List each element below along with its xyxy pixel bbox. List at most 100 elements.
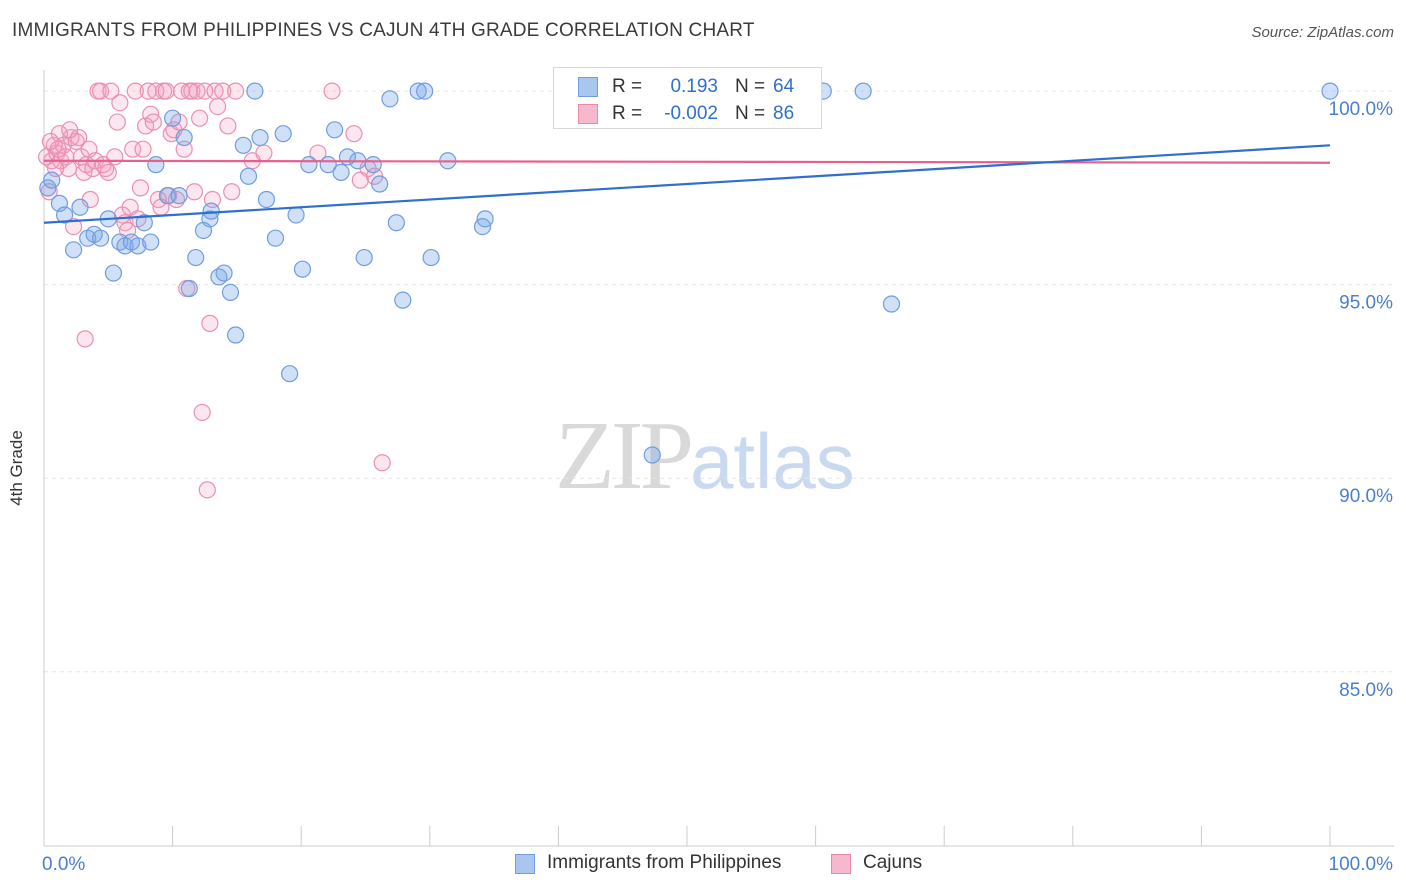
data-point-cajuns: [223, 183, 241, 201]
data-point-philippines: [91, 229, 110, 247]
data-point-philippines: [409, 82, 427, 100]
legend-swatch-philippines: [578, 77, 598, 97]
x-tick-label: 0.0%: [42, 854, 85, 875]
data-point-philippines: [394, 291, 412, 309]
legend-r-label: R =: [612, 103, 643, 124]
legend-n-value: 64: [773, 76, 795, 97]
data-point-philippines: [643, 446, 661, 464]
data-point-philippines: [180, 279, 198, 298]
data-point-cajuns: [227, 82, 245, 100]
data-point-cajuns: [99, 163, 117, 181]
data-point-philippines: [55, 206, 74, 224]
data-point-cajuns: [126, 82, 144, 100]
data-point-cajuns: [111, 94, 129, 112]
data-point-philippines: [164, 109, 182, 127]
data-point-cajuns: [198, 481, 216, 499]
data-point-philippines: [274, 125, 292, 143]
data-point-cajuns: [76, 330, 94, 348]
data-point-philippines: [135, 214, 153, 232]
data-point-cajuns: [323, 82, 341, 100]
data-point-philippines: [476, 210, 494, 228]
y-tick-label: 90.0%: [1339, 486, 1393, 507]
legend-n-label: N =: [735, 76, 766, 97]
data-point-philippines: [300, 156, 318, 174]
watermark-atlas: atlas: [690, 417, 855, 505]
data-point-cajuns: [209, 97, 227, 116]
data-point-philippines: [387, 214, 405, 232]
data-point-philippines: [215, 264, 233, 282]
data-point-cajuns: [175, 140, 193, 158]
legend-swatch-philippines: [515, 854, 535, 874]
x-tick-label: 100.0%: [1329, 854, 1394, 875]
data-point-cajuns: [61, 121, 79, 139]
data-point-philippines: [355, 248, 373, 267]
data-point-cajuns: [201, 314, 219, 332]
data-point-cajuns: [214, 82, 232, 100]
data-point-cajuns: [191, 109, 209, 127]
data-point-cajuns: [183, 82, 201, 100]
data-point-philippines: [170, 187, 188, 205]
data-point-philippines: [364, 156, 382, 174]
data-point-philippines: [251, 128, 269, 147]
data-point-cajuns: [255, 144, 273, 162]
legend-row-philippines: R = 0.193 N = 64: [554, 73, 821, 101]
data-point-philippines: [227, 326, 245, 344]
data-point-cajuns: [64, 217, 83, 236]
legend-r-value: -0.002: [664, 103, 718, 124]
data-point-philippines: [175, 128, 193, 147]
data-point-cajuns: [345, 125, 363, 143]
correlation-legend: R = 0.193 N = 64 R = -0.002 N = 86: [553, 67, 822, 129]
data-point-philippines: [104, 264, 123, 282]
legend-label-philippines: Immigrants from Philippines: [547, 852, 782, 873]
data-point-cajuns: [185, 183, 204, 201]
data-point-cajuns: [157, 82, 175, 100]
data-point-philippines: [326, 121, 344, 139]
y-tick-label: 95.0%: [1339, 293, 1393, 314]
data-point-cajuns: [131, 179, 150, 197]
legend-swatch-cajuns: [831, 854, 851, 874]
source-label: Source: ZipAtlas.com: [1251, 24, 1394, 41]
data-point-philippines: [71, 198, 89, 216]
trend-line-cajuns: [43, 159, 1331, 164]
data-point-cajuns: [193, 403, 211, 422]
data-point-philippines: [64, 241, 83, 259]
data-point-philippines: [129, 237, 147, 255]
y-tick-label: 100.0%: [1329, 99, 1394, 120]
legend-r-value: 0.193: [670, 76, 718, 97]
data-point-cajuns: [102, 82, 120, 100]
watermark: ZIPatlas: [555, 400, 855, 512]
data-point-philippines: [882, 295, 901, 313]
data-point-philippines: [187, 248, 205, 267]
data-point-cajuns: [108, 113, 126, 131]
legend-row-cajuns: R = -0.002 N = 86: [554, 100, 821, 128]
y-tick-label: 85.0%: [1339, 680, 1393, 701]
data-point-philippines: [1321, 82, 1339, 100]
data-point-philippines: [221, 283, 240, 302]
data-point-philippines: [281, 365, 299, 383]
data-point-philippines: [147, 156, 165, 174]
data-point-philippines: [332, 163, 350, 181]
data-point-cajuns: [106, 148, 124, 166]
data-point-philippines: [266, 229, 285, 247]
legend-label-cajuns: Cajuns: [863, 852, 923, 873]
data-point-philippines: [854, 82, 872, 100]
data-point-cajuns: [219, 117, 237, 135]
data-point-philippines: [416, 82, 434, 100]
chart-title: IMMIGRANTS FROM PHILIPPINES VS CAJUN 4TH…: [12, 20, 755, 41]
data-point-cajuns: [41, 132, 60, 151]
data-point-philippines: [246, 82, 264, 100]
data-point-philippines: [381, 90, 399, 108]
trend-line-philippines: [43, 144, 1331, 224]
data-point-cajuns: [373, 454, 391, 472]
data-point-cajuns: [144, 113, 162, 131]
data-point-philippines: [239, 167, 258, 185]
data-point-philippines: [142, 233, 160, 251]
data-point-philippines: [234, 136, 252, 154]
legend-r-label: R =: [612, 76, 643, 97]
legend-swatch-cajuns: [578, 104, 598, 124]
data-point-philippines: [287, 206, 305, 224]
data-point-cajuns: [134, 140, 152, 158]
data-point-philippines: [422, 248, 440, 267]
data-point-philippines: [293, 260, 312, 278]
